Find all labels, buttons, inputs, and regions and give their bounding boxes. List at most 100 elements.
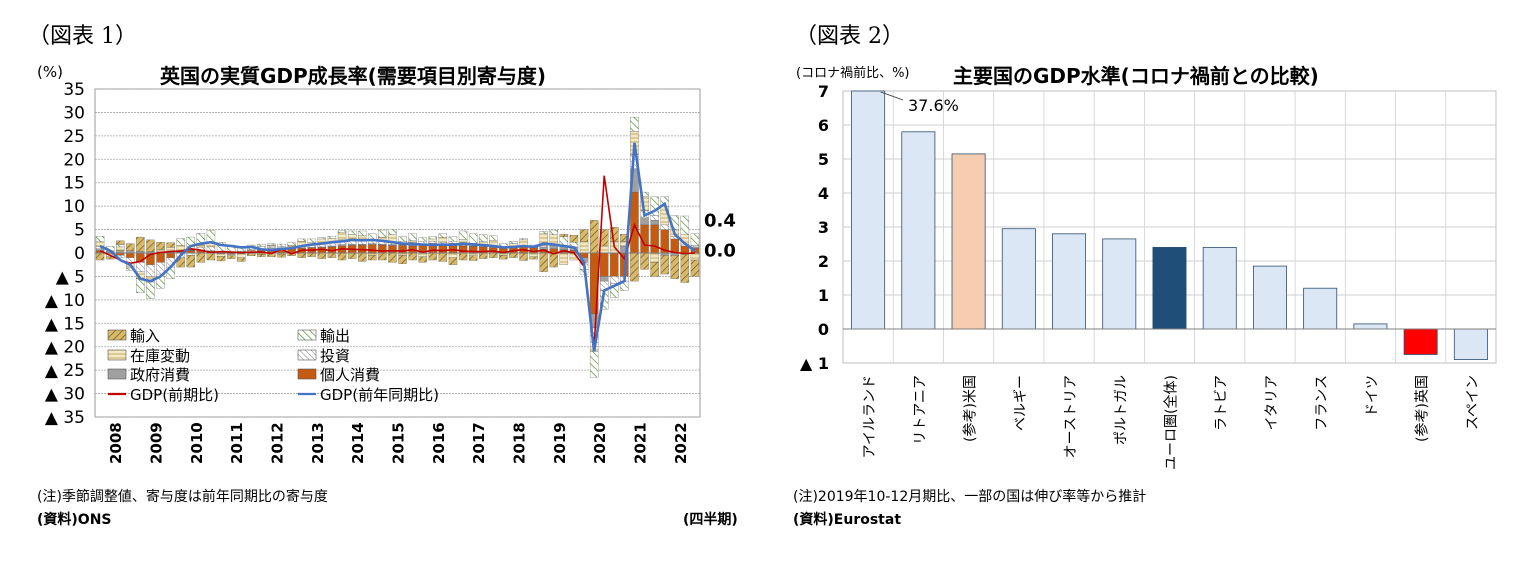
bar-3 xyxy=(1001,228,1036,330)
chart-1-xtick-label: 2011 xyxy=(228,422,246,464)
chart-2-category-label: イタリア xyxy=(1264,375,1280,430)
annotation-label: 37.6% xyxy=(908,96,959,115)
figure-1-label: （図表 1） xyxy=(28,24,137,49)
bar-exports xyxy=(408,233,417,241)
chart-2-ytick-label: 7 xyxy=(818,82,829,101)
bar-imports xyxy=(166,242,175,248)
chart-2-category-label: アイルランド xyxy=(862,375,878,458)
chart-1-ytick-label: ▲ 30 xyxy=(45,385,85,405)
bar-imports xyxy=(126,243,135,251)
bar-exports xyxy=(95,235,105,242)
bar-exports xyxy=(539,231,548,234)
chart-1-source: (資料)ONS xyxy=(37,512,112,528)
legend-label: 政府消費 xyxy=(130,366,190,384)
chart-1-xtick-label: 2021 xyxy=(632,422,650,464)
bar-10 xyxy=(1353,323,1388,330)
bar-imports xyxy=(216,256,226,262)
chart-1-xtick-label: 2016 xyxy=(430,422,448,464)
chart-2-ytick-label: 0 xyxy=(818,320,829,339)
chart-1-xtick-label: 2015 xyxy=(390,422,408,464)
chart-2-category-label: ベルギー xyxy=(1013,375,1029,431)
bar-imports xyxy=(448,257,458,265)
bar-imports xyxy=(368,255,377,261)
chart-1-xunit: (四半期) xyxy=(683,512,738,528)
bar-0 xyxy=(851,90,886,330)
chart-2-category-label: (参考)米国 xyxy=(962,375,979,442)
bar-8 xyxy=(1252,265,1287,330)
chart-2-category-label: ラトビア xyxy=(1214,375,1230,431)
chart-1-xtick-label: 2013 xyxy=(309,422,327,464)
chart-2-ytick-label: 4 xyxy=(818,184,829,203)
chart-1-ytick-label: 25 xyxy=(63,127,85,147)
chart-2-ytick-label: 5 xyxy=(818,150,829,169)
callout-latest-qoq: 0.4 xyxy=(704,210,736,231)
bar-exports xyxy=(610,283,619,298)
chart-1-xtick-label: 2019 xyxy=(551,422,569,464)
bar-exports xyxy=(418,237,427,242)
bar-4 xyxy=(1052,233,1087,330)
bar-imports xyxy=(398,255,407,264)
annotation-arrow xyxy=(880,91,904,101)
bar-imports xyxy=(559,234,569,237)
bar-exports xyxy=(317,237,327,240)
gdp-qoq-line xyxy=(99,175,696,347)
chart-1-ytick-label: 0 xyxy=(74,244,85,264)
legend-swatch xyxy=(297,329,317,341)
bar-imports xyxy=(579,229,589,242)
bar-exports xyxy=(549,229,558,235)
chart-1-note: (注)季節調整値、寄与度は前年同期比の寄与度 xyxy=(37,489,328,505)
bar-exports xyxy=(358,230,367,236)
bar-exports xyxy=(479,234,488,242)
bar-7 xyxy=(1202,246,1237,330)
bar-11 xyxy=(1403,328,1438,355)
chart-1-ytick-label: ▲ 20 xyxy=(45,338,85,358)
bar-imports xyxy=(277,254,286,258)
bar-exports xyxy=(337,230,347,234)
bar-exports xyxy=(156,273,165,289)
chart-2-category-label: リトアニア xyxy=(912,375,928,445)
chart-1-ytick-label: 20 xyxy=(63,150,85,170)
bar-imports xyxy=(670,255,679,279)
bar-exports xyxy=(257,243,266,247)
chart-1-ytick-label: 35 xyxy=(63,80,85,100)
bar-9 xyxy=(1303,287,1338,330)
chart-1-xtick-label: 2009 xyxy=(148,422,166,464)
chart-1-xtick-label: 2020 xyxy=(591,422,609,464)
legend-label: 輸入 xyxy=(130,327,160,345)
bar-exports xyxy=(489,235,498,241)
chart-1-title: 英国の実質GDP成長率(需要項目別寄与度) xyxy=(160,64,546,88)
bar-exports xyxy=(428,236,437,240)
legend-swatch xyxy=(297,349,317,361)
bar-imports xyxy=(186,255,195,268)
bar-exports xyxy=(509,241,518,244)
bar-exports xyxy=(378,229,387,238)
bar-exports xyxy=(347,230,357,235)
chart-1-xtick-label: 2018 xyxy=(511,422,529,464)
bar-exports xyxy=(448,236,458,242)
bar-5 xyxy=(1102,238,1137,330)
chart-1-ytick-label: ▲ 15 xyxy=(45,314,85,334)
chart-1-ytick-label: 5 xyxy=(74,221,85,241)
legend-label: 投資 xyxy=(320,347,350,365)
legend-swatch xyxy=(107,349,127,361)
chart-1-ytick-label: 10 xyxy=(63,197,85,217)
legend-label: 輸出 xyxy=(320,327,350,345)
bar-imports xyxy=(690,259,700,277)
legend-label: 個人消費 xyxy=(320,366,380,384)
bar-imports xyxy=(156,242,165,250)
chart-2-category-label: オーストリア xyxy=(1063,375,1079,458)
bar-imports xyxy=(680,254,690,283)
chart-1-unit: (%) xyxy=(37,63,63,81)
chart-2-category-label: ユーロ圏(全体) xyxy=(1163,375,1180,470)
bar-imports xyxy=(660,255,669,275)
bar-exports xyxy=(468,233,478,244)
bar-imports xyxy=(116,240,125,245)
bar-exports xyxy=(458,230,468,240)
bar-6 xyxy=(1152,246,1187,330)
chart-2-ytick-label: 3 xyxy=(818,218,829,237)
bar-exports xyxy=(307,238,316,243)
chart-2-category-label: フランス xyxy=(1314,375,1330,431)
chart-2-ytick-label: ▲ 1 xyxy=(800,354,829,373)
chart-2-category-label: ドイツ xyxy=(1364,375,1380,417)
bar-imports xyxy=(650,262,659,277)
